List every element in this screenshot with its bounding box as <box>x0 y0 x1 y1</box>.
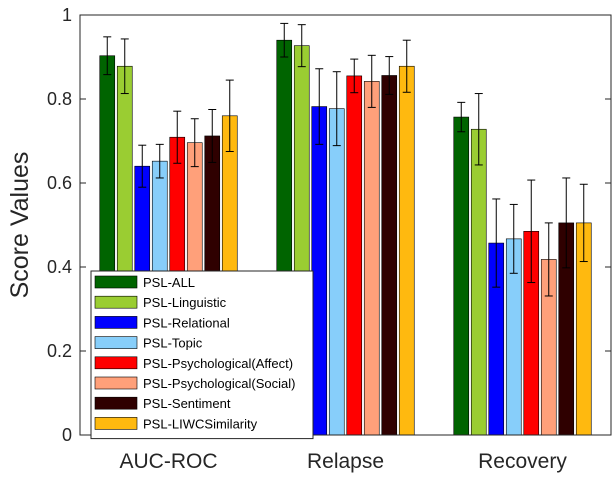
legend-swatch <box>94 316 138 329</box>
legend-label: PSL-Psychological(Social) <box>143 376 295 391</box>
bar-psl-psychological-social--relapse <box>363 81 380 436</box>
axes-box <box>79 14 612 436</box>
y-tick-label: 0.4 <box>47 257 72 277</box>
error-bars-layer <box>103 22 588 297</box>
x-category-label: Recovery <box>478 450 567 473</box>
legend-swatch <box>94 295 138 309</box>
legend-label: PSL-Topic <box>143 336 203 351</box>
legend-swatch <box>94 356 138 370</box>
bar-psl-liwcsimilarity-relapse <box>398 65 415 436</box>
bar-psl-psychological-affect--relapse <box>346 75 363 436</box>
y-tick-label: 0.8 <box>47 89 72 109</box>
y-axis-label: Score Values <box>6 152 34 299</box>
legend-swatch <box>94 417 138 430</box>
y-tick-label: 0 <box>62 425 72 445</box>
y-tick-label: 1 <box>62 5 72 25</box>
legend-swatch <box>94 376 138 390</box>
x-axis-categories: AUC-ROC Relapse Recovery <box>120 450 568 473</box>
legend-swatch <box>94 275 138 289</box>
bar-psl-sentiment-relapse <box>381 75 398 436</box>
legend-label: PSL-LIWCSimilarity <box>143 416 258 431</box>
legend-swatch <box>94 336 138 349</box>
y-axis-ticks: 0 0.2 0.4 0.6 0.8 1 <box>47 5 611 445</box>
bar-psl-all-recovery <box>453 116 470 436</box>
y-tick-label: 0.6 <box>47 173 72 193</box>
legend-label: PSL-Relational <box>143 315 230 330</box>
x-category-label: AUC-ROC <box>120 450 218 473</box>
legend-label: PSL-ALL <box>143 275 195 290</box>
bar-psl-relational-relapse <box>311 106 328 436</box>
y-tick-label: 0.2 <box>47 341 72 361</box>
legend-label: PSL-Psychological(Affect) <box>143 356 293 371</box>
legend: PSL-ALL PSL-Linguistic PSL-Relational PSL-T… <box>90 270 314 440</box>
legend-label: PSL-Sentiment <box>143 396 231 411</box>
legend-swatch <box>94 396 138 410</box>
bar-psl-linguistic-recovery <box>470 128 487 436</box>
bar-psl-topic-relapse <box>328 108 345 436</box>
legend-label: PSL-Linguistic <box>143 295 227 310</box>
x-category-label: Relapse <box>307 450 384 473</box>
